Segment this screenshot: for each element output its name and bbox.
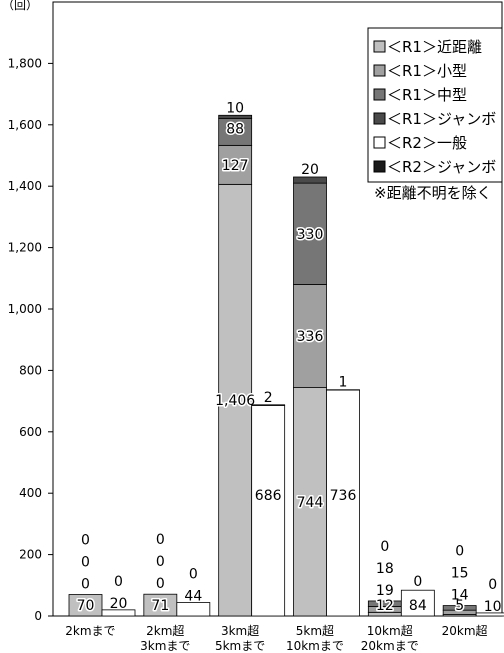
x-tick-label: 3km超: [221, 623, 259, 638]
legend-swatch: [373, 136, 386, 149]
bar-segment: [101, 609, 136, 617]
y-tick-label: 600: [19, 425, 42, 439]
data-label: 0: [156, 576, 165, 592]
data-label: 70: [77, 598, 95, 614]
data-label: 18: [376, 561, 394, 577]
legend-item-label: ＜R1＞小型: [387, 62, 467, 80]
legend-item-label: ＜R2＞ジャンボ: [387, 158, 496, 176]
x-tick-label: 5kmまで: [215, 639, 265, 653]
data-label: 84: [409, 598, 427, 614]
x-tick-label: 20km超: [442, 623, 488, 638]
data-label: 330: [297, 227, 324, 243]
legend-item-label: ＜R2＞一般: [387, 134, 467, 152]
bar-segment: [400, 589, 435, 617]
data-label: 20: [110, 596, 128, 612]
y-tick-label: 1,600: [8, 118, 42, 132]
data-label: 15: [451, 566, 469, 582]
bar-segment: [251, 404, 286, 617]
data-label: 44: [184, 588, 202, 604]
legend: ＜R1＞近距離 ＜R1＞小型 ＜R1＞中型 ＜R1＞ジャンボ ＜R2＞一般 ＜R2＞ジャン…: [367, 27, 503, 183]
data-label: 19: [376, 583, 394, 599]
bar-segment: [251, 404, 286, 406]
y-tick-label: 1,800: [8, 56, 42, 70]
legend-item-label: ＜R1＞近距離: [387, 38, 482, 56]
x-tick-label: 5km超: [296, 623, 334, 638]
x-tick-label: 10kmまで: [286, 639, 344, 653]
data-label: 0: [81, 577, 90, 593]
data-label: 1,406: [215, 393, 255, 409]
bar-segment: [442, 605, 477, 611]
y-tick-label: 1,200: [8, 241, 42, 255]
legend-swatch: [373, 112, 386, 125]
plot-area: 02004006008001,0001,2001,4001,6001,80070…: [8, 1, 504, 653]
data-label: 0: [189, 566, 198, 582]
data-label: 127: [222, 158, 249, 174]
x-tick-label: 20kmまで: [361, 639, 419, 653]
bar-segment: [293, 284, 327, 388]
bar-segment: [326, 389, 360, 617]
legend-swatch: [373, 64, 386, 77]
data-label: 20: [301, 162, 319, 178]
data-label: 5: [455, 598, 464, 614]
x-tick-label: 3kmまで: [140, 639, 190, 653]
data-label: 0: [413, 574, 422, 590]
x-tick-label: 10km超: [367, 623, 413, 638]
bar-segment: [218, 183, 253, 617]
data-label: 10: [484, 599, 502, 615]
x-tick-label: 2km超: [146, 623, 184, 638]
legend-swatch: [373, 40, 386, 53]
y-axis-unit-label: （回）: [2, 0, 38, 12]
bar-segment: [293, 182, 327, 285]
y-tick-label: 1,400: [8, 179, 42, 193]
data-label: 736: [330, 488, 357, 504]
legend-item-label: ＜R1＞ジャンボ: [387, 110, 496, 128]
legend-item-label: ＜R1＞中型: [387, 86, 467, 104]
y-tick-label: 200: [19, 548, 42, 562]
y-tick-label: 400: [19, 486, 42, 500]
bar-segment: [176, 602, 211, 617]
bar-segment: [68, 594, 103, 617]
bar-segment: [293, 387, 327, 617]
data-label: 0: [455, 544, 464, 560]
bar-segment: [218, 117, 253, 146]
data-label: 0: [380, 539, 389, 555]
data-label: 71: [151, 598, 169, 614]
y-tick-label: 800: [19, 363, 42, 377]
data-label: 0: [488, 577, 497, 593]
data-label: 0: [156, 554, 165, 570]
legend-swatch: [373, 160, 386, 173]
data-label: 336: [297, 329, 324, 345]
chart-note: ※距離不明を除く: [374, 184, 492, 202]
bar-segment: [218, 114, 253, 119]
data-label: 0: [114, 574, 123, 590]
data-label: 744: [297, 495, 324, 511]
data-label: 0: [81, 555, 90, 571]
data-label: 10: [226, 100, 244, 116]
legend-frame: [367, 27, 503, 183]
data-label: 12: [376, 598, 394, 614]
bar-segment: [475, 612, 504, 617]
data-label: 14: [451, 588, 469, 604]
legend-swatch: [373, 88, 386, 101]
data-label: 686: [255, 488, 282, 504]
y-tick-label: 1,000: [8, 302, 42, 316]
data-label: 2: [264, 390, 273, 406]
y-tick-label: 0: [34, 609, 42, 623]
data-label: 0: [156, 532, 165, 548]
data-label: 88: [226, 121, 244, 137]
bar-segment: [293, 176, 327, 184]
data-label: 0: [81, 533, 90, 549]
x-tick-label: 2kmまで: [65, 624, 115, 638]
data-label: 1: [339, 375, 348, 391]
